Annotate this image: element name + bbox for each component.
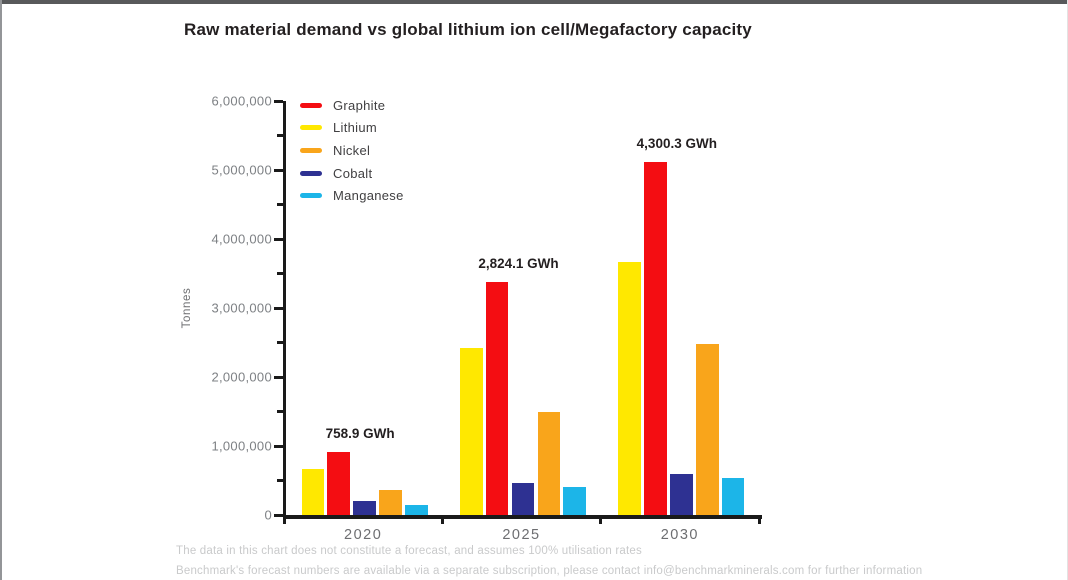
bar-lithium-2025 xyxy=(459,348,483,515)
legend-swatch-graphite-icon xyxy=(300,102,322,108)
y-major-tick xyxy=(273,168,283,172)
footnote-line-2: Benchmark's forecast numbers are availab… xyxy=(176,565,923,577)
legend-label-lithium: Lithium xyxy=(333,120,378,136)
x-tick xyxy=(599,515,603,524)
y-major-tick xyxy=(273,444,283,448)
bar-graphite-2025 xyxy=(485,282,509,515)
legend-swatch-lithium-icon xyxy=(300,125,322,131)
y-minor-tick xyxy=(276,410,283,413)
bar-graphite-2030 xyxy=(644,162,667,515)
legend-item-manganese: Manganese xyxy=(300,184,404,207)
y-minor-tick xyxy=(276,272,283,275)
bar-manganese-2020 xyxy=(405,505,428,515)
y-major-tick xyxy=(273,306,283,310)
y-tick-label: 3,000,000 xyxy=(211,300,272,316)
bar-nickel-2030 xyxy=(695,343,719,515)
legend: Graphite Lithium Nickel Cobalt Manganese xyxy=(300,94,404,207)
bar-cobalt-2030 xyxy=(669,474,693,515)
legend-swatch-manganese-icon xyxy=(300,193,322,199)
legend-item-cobalt: Cobalt xyxy=(300,162,404,185)
left-page-edge xyxy=(0,0,2,580)
x-category-label: 2025 xyxy=(502,527,541,543)
capacity-annotation-2030: 4,300.3 GWh xyxy=(636,136,717,152)
x-tick xyxy=(757,515,761,524)
bar-manganese-2030 xyxy=(721,478,745,515)
y-major-tick xyxy=(273,99,283,103)
y-tick-label: 0 xyxy=(264,507,272,523)
y-minor-tick xyxy=(276,203,283,206)
legend-swatch-nickel-icon xyxy=(300,147,322,153)
x-category-label: 2030 xyxy=(660,527,699,543)
top-window-bar xyxy=(0,0,1068,4)
legend-label-graphite: Graphite xyxy=(333,97,386,113)
footnote-line-1: The data in this chart does not constitu… xyxy=(176,545,642,557)
legend-item-graphite: Graphite xyxy=(300,94,404,117)
capacity-annotation-2025: 2,824.1 GWh xyxy=(478,256,559,272)
y-tick-label: 2,000,000 xyxy=(211,369,272,385)
bar-lithium-2030 xyxy=(618,262,641,515)
y-minor-tick xyxy=(276,479,283,482)
y-tick-label: 6,000,000 xyxy=(211,93,272,109)
y-major-tick xyxy=(273,513,283,517)
y-minor-tick xyxy=(276,134,283,137)
bar-cobalt-2020 xyxy=(353,501,376,515)
y-tick-label: 1,000,000 xyxy=(211,438,272,454)
legend-label-manganese: Manganese xyxy=(333,188,404,204)
x-category-label: 2020 xyxy=(344,527,383,543)
capacity-annotation-2020: 758.9 GWh xyxy=(325,425,395,441)
y-tick-label: 4,000,000 xyxy=(211,231,272,247)
legend-swatch-cobalt-icon xyxy=(300,170,322,176)
bar-nickel-2025 xyxy=(537,411,561,515)
y-tick-label: 5,000,000 xyxy=(211,162,272,178)
y-minor-tick xyxy=(276,341,283,344)
chart-title: Raw material demand vs global lithium io… xyxy=(184,20,752,39)
bar-nickel-2020 xyxy=(379,490,402,515)
bar-graphite-2020 xyxy=(327,451,351,515)
y-axis-line xyxy=(282,101,286,519)
bar-cobalt-2025 xyxy=(511,482,535,515)
legend-item-nickel: Nickel xyxy=(300,139,404,162)
x-tick xyxy=(440,515,444,524)
y-major-tick xyxy=(273,375,283,379)
legend-label-cobalt: Cobalt xyxy=(333,165,373,181)
bar-manganese-2025 xyxy=(563,487,587,515)
x-tick xyxy=(282,515,286,524)
y-major-tick xyxy=(273,237,283,241)
legend-item-lithium: Lithium xyxy=(300,117,404,140)
x-axis-line xyxy=(282,515,762,519)
legend-label-nickel: Nickel xyxy=(333,142,371,158)
bar-lithium-2020 xyxy=(301,469,325,515)
